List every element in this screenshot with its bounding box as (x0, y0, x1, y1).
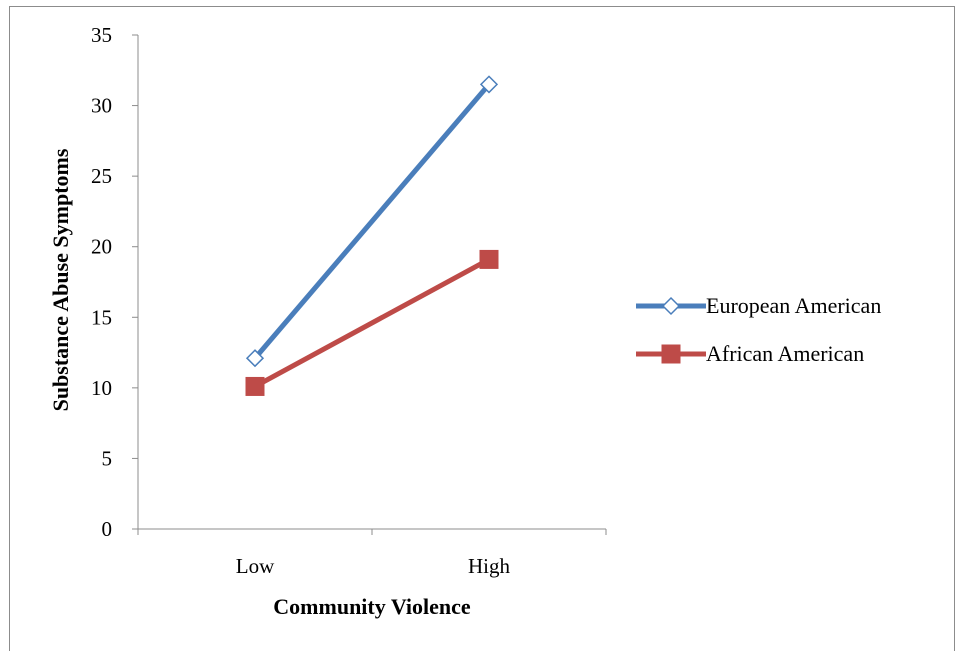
y-tick-label: 15 (91, 305, 112, 329)
legend-label: European American (706, 293, 881, 318)
legend-item: African American (636, 341, 864, 366)
data-point-marker (479, 249, 499, 269)
legend-label: African American (706, 341, 864, 366)
y-tick-label: 20 (91, 235, 112, 259)
legend-item: European American (636, 293, 881, 318)
y-tick-label: 10 (91, 376, 112, 400)
data-point-marker (245, 376, 265, 396)
y-tick-label: 25 (91, 164, 112, 188)
axes (132, 34, 607, 535)
y-axis-title: Substance Abuse Symptoms (48, 148, 73, 411)
legend-swatch-marker (661, 296, 681, 316)
y-tick-label: 35 (91, 23, 112, 47)
x-tick-labels: Low High (236, 554, 511, 578)
x-tick-label: Low (236, 554, 275, 578)
y-tick-label: 5 (102, 446, 113, 470)
legend-swatch-marker (661, 344, 681, 364)
series-group (245, 75, 499, 396)
x-axis-title: Community Violence (273, 594, 471, 619)
y-tick-label: 30 (91, 94, 112, 118)
chart-frame (9, 6, 955, 651)
series-line (253, 257, 491, 389)
series-line (253, 82, 491, 360)
y-tick-labels: 0 5 10 15 20 25 30 35 (91, 23, 112, 541)
data-point-marker (245, 349, 265, 368)
legend: European American African American (636, 293, 881, 366)
y-tick-label: 0 (102, 517, 113, 541)
series-african-american (245, 249, 499, 396)
x-tick-label: High (468, 554, 511, 578)
series-european-american (245, 75, 499, 368)
data-point-marker (479, 75, 499, 94)
